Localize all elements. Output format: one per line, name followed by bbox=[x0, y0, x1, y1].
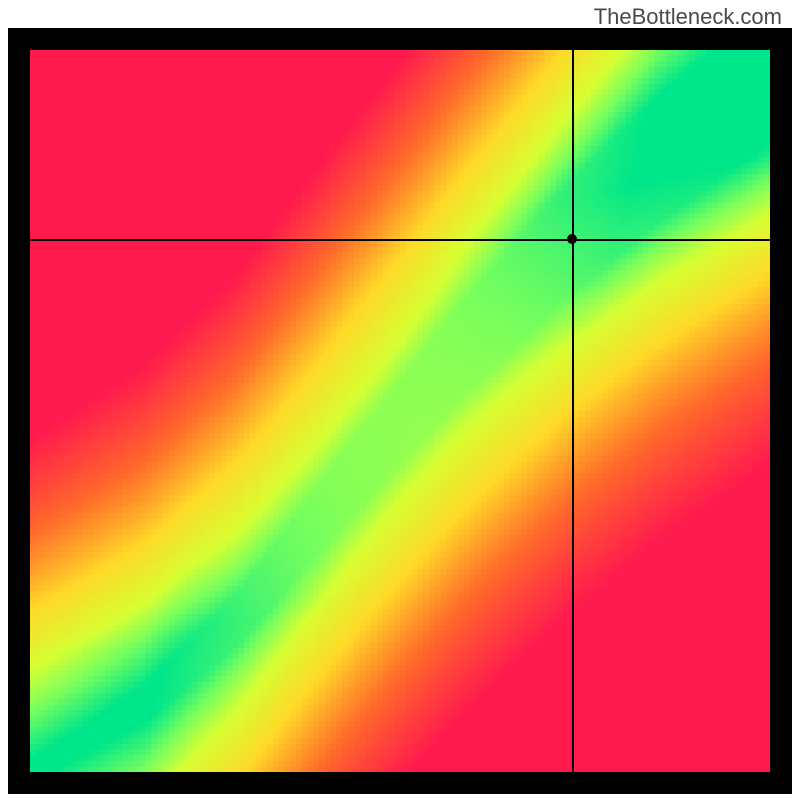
heatmap-canvas bbox=[30, 50, 770, 772]
crosshair-horizontal bbox=[30, 239, 770, 241]
crosshair-vertical bbox=[572, 50, 574, 772]
chart-frame bbox=[8, 28, 792, 794]
watermark-text: TheBottleneck.com bbox=[594, 4, 782, 30]
chart-container: TheBottleneck.com bbox=[0, 0, 800, 800]
heatmap-plot bbox=[30, 50, 770, 772]
crosshair-dot bbox=[567, 234, 577, 244]
